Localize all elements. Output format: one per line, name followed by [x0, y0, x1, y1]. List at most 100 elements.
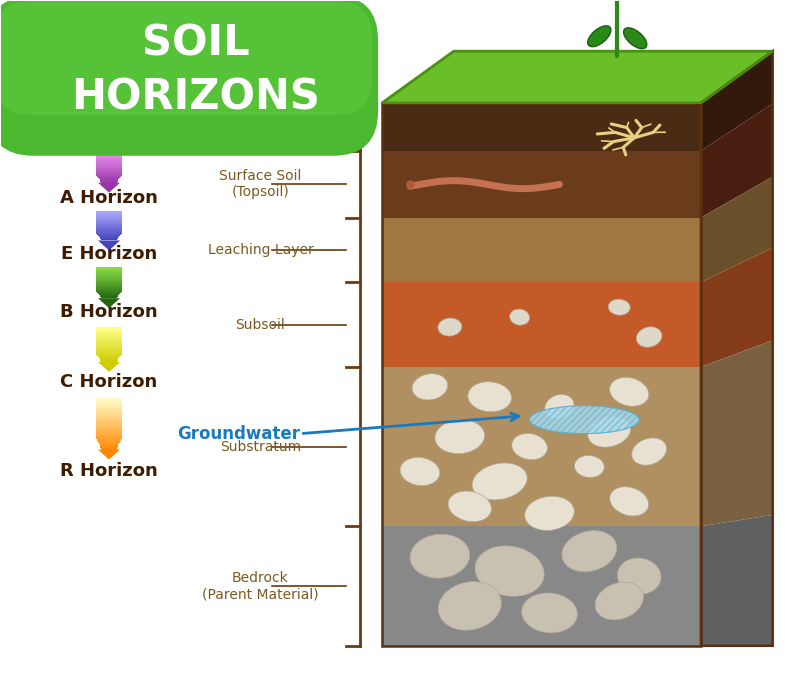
Polygon shape [96, 155, 122, 156]
Polygon shape [99, 179, 118, 181]
Polygon shape [96, 282, 122, 283]
Polygon shape [96, 290, 122, 291]
Polygon shape [382, 151, 701, 217]
Polygon shape [96, 341, 122, 342]
Polygon shape [96, 170, 122, 171]
Polygon shape [96, 159, 122, 161]
Polygon shape [97, 437, 122, 439]
Polygon shape [96, 349, 122, 350]
Text: Substratum: Substratum [220, 439, 301, 453]
Polygon shape [96, 156, 122, 157]
Polygon shape [96, 412, 122, 415]
Text: Groundwater: Groundwater [177, 425, 300, 443]
Polygon shape [98, 292, 121, 293]
Polygon shape [96, 399, 122, 400]
Polygon shape [382, 51, 773, 103]
Polygon shape [98, 450, 120, 459]
Ellipse shape [435, 419, 485, 454]
Polygon shape [98, 356, 120, 357]
Polygon shape [96, 346, 122, 347]
Polygon shape [96, 419, 122, 421]
Polygon shape [96, 230, 122, 231]
Ellipse shape [438, 582, 502, 630]
Polygon shape [96, 340, 122, 341]
Ellipse shape [522, 593, 578, 633]
Polygon shape [701, 340, 773, 527]
Polygon shape [96, 343, 122, 345]
Text: O Horizon: O Horizon [59, 129, 158, 147]
Polygon shape [96, 289, 122, 290]
Text: Surface Soil
(Topsoil): Surface Soil (Topsoil) [219, 169, 302, 199]
Polygon shape [98, 293, 120, 294]
Polygon shape [96, 221, 122, 223]
Polygon shape [96, 154, 122, 155]
Polygon shape [96, 269, 122, 271]
Ellipse shape [412, 374, 448, 400]
Polygon shape [96, 353, 122, 354]
Polygon shape [382, 367, 701, 527]
Polygon shape [701, 104, 773, 217]
Polygon shape [98, 362, 120, 372]
Text: Subsoil: Subsoil [236, 318, 286, 331]
Polygon shape [96, 430, 122, 432]
Polygon shape [96, 335, 122, 336]
Polygon shape [96, 210, 122, 212]
Polygon shape [96, 347, 122, 348]
Polygon shape [96, 223, 122, 224]
Text: B Horizon: B Horizon [60, 303, 158, 321]
Polygon shape [96, 328, 122, 329]
Polygon shape [99, 358, 118, 360]
Polygon shape [96, 174, 122, 175]
Polygon shape [96, 153, 122, 154]
Polygon shape [96, 416, 122, 418]
Polygon shape [98, 443, 119, 444]
Polygon shape [96, 212, 122, 214]
Polygon shape [99, 444, 118, 446]
Polygon shape [96, 151, 122, 152]
Polygon shape [96, 172, 122, 173]
Polygon shape [96, 224, 122, 226]
Polygon shape [97, 175, 122, 176]
Polygon shape [98, 183, 120, 192]
Polygon shape [98, 357, 119, 358]
Polygon shape [99, 237, 118, 239]
Polygon shape [96, 267, 122, 268]
Polygon shape [96, 271, 122, 273]
Polygon shape [96, 348, 122, 349]
Polygon shape [96, 280, 122, 281]
Polygon shape [96, 329, 122, 331]
Polygon shape [96, 421, 122, 424]
Polygon shape [101, 239, 117, 240]
Ellipse shape [512, 433, 547, 459]
Polygon shape [100, 296, 118, 297]
Ellipse shape [400, 457, 440, 486]
Ellipse shape [636, 327, 662, 347]
Ellipse shape [410, 534, 470, 578]
Polygon shape [96, 277, 122, 279]
Polygon shape [97, 233, 122, 235]
Polygon shape [98, 355, 121, 356]
Polygon shape [96, 406, 122, 408]
Polygon shape [96, 424, 122, 425]
Ellipse shape [438, 318, 462, 336]
Ellipse shape [588, 416, 630, 447]
Polygon shape [97, 354, 122, 355]
Polygon shape [96, 350, 122, 352]
Polygon shape [96, 415, 122, 416]
Polygon shape [96, 284, 122, 285]
Polygon shape [96, 408, 122, 409]
FancyBboxPatch shape [0, 0, 378, 156]
Polygon shape [96, 281, 122, 282]
Polygon shape [96, 427, 122, 428]
Polygon shape [701, 515, 773, 646]
Polygon shape [96, 404, 122, 406]
Polygon shape [382, 103, 701, 151]
Text: Leaching Layer: Leaching Layer [208, 243, 314, 257]
Ellipse shape [468, 382, 511, 412]
Polygon shape [96, 432, 122, 434]
Polygon shape [96, 279, 122, 280]
Polygon shape [96, 411, 122, 412]
Polygon shape [96, 167, 122, 169]
Polygon shape [96, 285, 122, 286]
Polygon shape [96, 163, 122, 165]
